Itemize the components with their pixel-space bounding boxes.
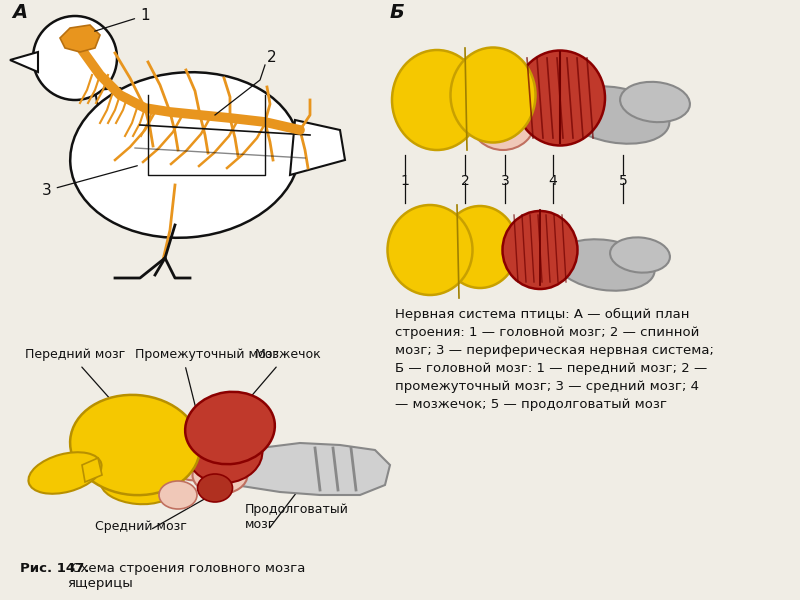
Text: Рис. 147.: Рис. 147. (20, 562, 90, 575)
Text: Нервная система птицы: А — общий план
строения: 1 — головной мозг; 2 — спинной
м: Нервная система птицы: А — общий план ст… (395, 308, 714, 411)
Ellipse shape (198, 474, 233, 502)
Ellipse shape (158, 415, 238, 481)
Text: Передний мозг: Передний мозг (25, 348, 126, 361)
Text: А: А (12, 3, 27, 22)
Ellipse shape (450, 47, 535, 142)
Polygon shape (195, 443, 390, 495)
Text: 2: 2 (267, 50, 277, 65)
Ellipse shape (159, 481, 197, 509)
Text: Мозжечок: Мозжечок (255, 348, 322, 361)
Ellipse shape (555, 239, 654, 291)
Polygon shape (60, 25, 100, 52)
Ellipse shape (470, 90, 535, 150)
Ellipse shape (561, 86, 670, 144)
Text: Продолговатый
мозг: Продолговатый мозг (245, 503, 349, 531)
Text: Б: Б (390, 3, 405, 22)
Ellipse shape (193, 456, 247, 494)
Text: 1: 1 (401, 174, 410, 188)
Text: 4: 4 (549, 174, 558, 188)
Text: 3: 3 (42, 166, 138, 198)
Ellipse shape (29, 452, 102, 494)
Ellipse shape (387, 205, 473, 295)
Text: 5: 5 (618, 174, 627, 188)
Text: 1: 1 (94, 8, 150, 31)
Ellipse shape (101, 466, 175, 504)
Ellipse shape (185, 392, 275, 464)
Ellipse shape (502, 211, 578, 289)
Text: 3: 3 (501, 174, 510, 188)
Ellipse shape (392, 50, 482, 150)
Polygon shape (10, 52, 38, 72)
Text: Схема строения головного мозга
ящерицы: Схема строения головного мозга ящерицы (67, 562, 306, 590)
Ellipse shape (515, 50, 605, 145)
Ellipse shape (620, 82, 690, 122)
Text: Средний мозг: Средний мозг (95, 520, 187, 533)
Ellipse shape (70, 72, 300, 238)
Text: 2: 2 (461, 174, 470, 188)
Ellipse shape (187, 423, 262, 483)
Ellipse shape (458, 235, 513, 285)
Ellipse shape (442, 206, 518, 288)
Ellipse shape (610, 238, 670, 272)
Text: Промежуточный мозг: Промежуточный мозг (135, 348, 279, 361)
Circle shape (33, 16, 117, 100)
Polygon shape (82, 458, 102, 482)
Ellipse shape (70, 395, 200, 495)
Polygon shape (290, 120, 345, 175)
Polygon shape (95, 88, 145, 120)
